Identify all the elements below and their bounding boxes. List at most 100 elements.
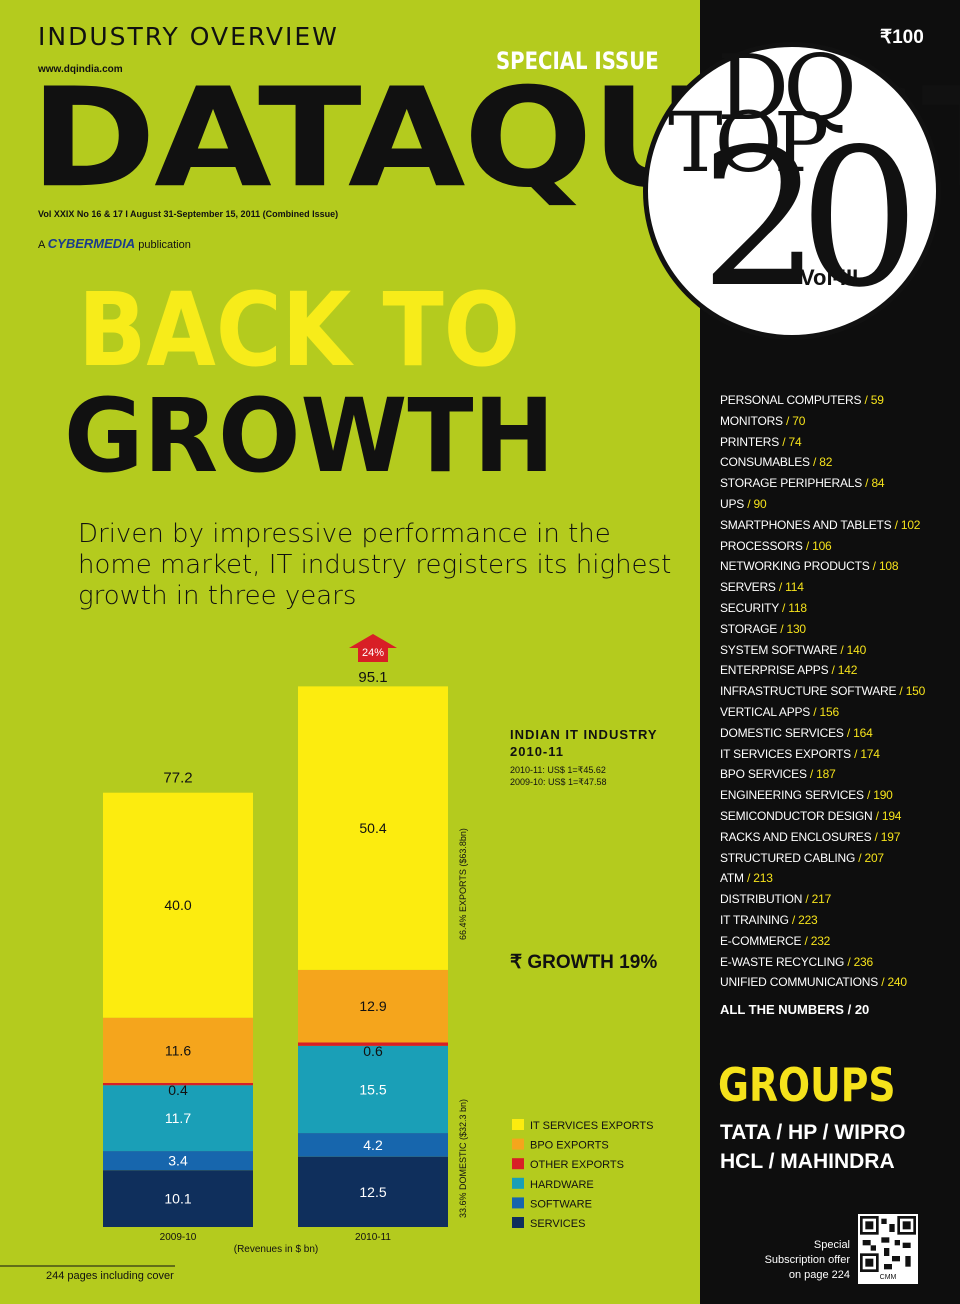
- toc-page: / 59: [864, 393, 884, 407]
- toc-item[interactable]: SEMICONDUCTOR DESIGN / 194: [720, 809, 956, 830]
- data-label: 3.4: [168, 1153, 188, 1169]
- toc-page: / 118: [782, 600, 807, 615]
- publisher-line: A CYBERMEDIA publication: [38, 236, 191, 251]
- toc-page: / 90: [747, 496, 767, 511]
- toc-item[interactable]: E-WASTE RECYCLING / 236: [720, 955, 956, 976]
- headline-line1: BACK TO: [78, 271, 521, 390]
- toc-topic: PRINTERS: [720, 434, 783, 449]
- toc-item[interactable]: ENTERPRISE APPS / 142: [720, 663, 956, 684]
- x-tick-label: 2010-11: [355, 1232, 391, 1243]
- toc-page: / 114: [778, 580, 804, 595]
- toc-page: / 240: [881, 975, 907, 990]
- data-label: 0.6: [363, 1043, 383, 1059]
- groups-line-2: HCL / MAHINDRA: [720, 1150, 895, 1173]
- toc-topic: BPO SERVICES: [720, 767, 810, 782]
- headline-line2: GROWTH: [64, 377, 555, 496]
- website-url: www.dqindia.com: [38, 64, 123, 75]
- growth-arrow-icon: [349, 634, 397, 662]
- data-label: 40.0: [164, 897, 191, 913]
- toc-item[interactable]: INFRASTRUCTURE SOFTWARE / 150: [720, 684, 956, 705]
- section-tag: INDUSTRY OVERVIEW: [38, 22, 339, 51]
- toc-topic: SYSTEM SOFTWARE: [720, 642, 841, 657]
- toc-item[interactable]: IT SERVICES EXPORTS / 174: [720, 747, 956, 768]
- toc-item[interactable]: MONITORS / 70: [720, 414, 956, 435]
- toc-item[interactable]: ATM / 213: [720, 871, 956, 892]
- legend-label: HARDWARE: [530, 1179, 594, 1191]
- toc-page: / 70: [785, 413, 806, 428]
- qr-code-icon[interactable]: [858, 1214, 918, 1274]
- toc-item[interactable]: UPS / 90: [720, 497, 956, 518]
- publisher-prefix: A: [38, 239, 45, 251]
- toc-topic: DOMESTIC SERVICES: [720, 725, 847, 740]
- toc-item[interactable]: IT TRAINING / 223: [720, 913, 956, 934]
- toc-item[interactable]: SECURITY / 118: [720, 601, 956, 622]
- toc-all-numbers[interactable]: ALL THE NUMBERS / 20: [720, 1002, 870, 1017]
- subscription-offer: Special Subscription offer on page 224: [756, 1238, 850, 1283]
- toc-page: / 223: [791, 912, 818, 927]
- toc-item[interactable]: PERSONAL COMPUTERS / 59: [720, 393, 956, 414]
- toc-item[interactable]: DOMESTIC SERVICES / 164: [720, 726, 956, 747]
- toc-item[interactable]: NETWORKING PRODUCTS / 108: [720, 559, 956, 580]
- toc-item[interactable]: PROCESSORS / 106: [720, 539, 956, 560]
- toc-topic: IT TRAINING: [720, 912, 792, 927]
- toc-topic: ENTERPRISE APPS: [720, 663, 832, 678]
- toc-item[interactable]: SMARTPHONES AND TABLETS / 102: [720, 518, 956, 539]
- toc-item[interactable]: ENGINEERING SERVICES / 190: [720, 788, 956, 809]
- toc-item[interactable]: VERTICAL APPS / 156: [720, 705, 956, 726]
- toc-item[interactable]: UNIFIED COMMUNICATIONS / 240: [720, 975, 956, 996]
- toc-topic: CONSUMABLES: [720, 455, 813, 470]
- toc-item[interactable]: STORAGE / 130: [720, 622, 956, 643]
- badge-top: TOP: [668, 96, 829, 191]
- data-label: 10.1: [164, 1191, 191, 1207]
- legend-label: SERVICES: [530, 1218, 585, 1230]
- legend-swatch: [512, 1158, 524, 1170]
- toc-topic: VERTICAL APPS: [720, 704, 814, 719]
- toc-item[interactable]: RACKS AND ENCLOSURES / 197: [720, 830, 956, 851]
- toc-item[interactable]: STRUCTURED CABLING / 207: [720, 851, 956, 872]
- toc-item[interactable]: BPO SERVICES / 187: [720, 767, 956, 788]
- toc-item[interactable]: SERVERS / 114: [720, 580, 956, 601]
- bar-segment: [298, 1133, 448, 1157]
- stacked-bar-chart: 10.1 3.4 11.7 0.4 11.6 40.0 77.2 2009-10 12.5 4.2…: [0, 634, 654, 1267]
- bar-segment: [298, 1045, 448, 1134]
- total-label: 95.1: [358, 669, 387, 686]
- toc-topic: ATM: [720, 871, 747, 886]
- toc-item[interactable]: E-COMMERCE / 232: [720, 934, 956, 955]
- legend-swatch: [512, 1217, 524, 1228]
- table-of-contents: PERSONAL COMPUTERS / 59 MONITORS / 70 PRIN…: [720, 393, 956, 996]
- toc-page: / 82: [812, 455, 833, 470]
- toc-topic: ENGINEERING SERVICES: [720, 788, 867, 803]
- toc-page: / 130: [780, 621, 806, 636]
- toc-item[interactable]: CONSUMABLES / 82: [720, 455, 956, 476]
- issue-info: Vol XXIX No 16 & 17 I August 31-Septembe…: [38, 209, 339, 219]
- rate-line: 2010-11: US$ 1=₹45.62: [510, 765, 606, 775]
- toc-item[interactable]: STORAGE PERIPHERALS / 84: [720, 476, 956, 497]
- toc-page: / 164: [846, 725, 873, 740]
- toc-topic: SECURITY: [720, 600, 782, 615]
- toc-page: / 150: [899, 684, 926, 699]
- special-issue-label: SPECIAL ISSUE: [496, 47, 659, 75]
- x-tick-label: 2009-10: [160, 1232, 197, 1243]
- data-label: 11.7: [165, 1110, 191, 1126]
- bar-segment: [103, 1085, 253, 1152]
- toc-topic: SMARTPHONES AND TABLETS: [720, 517, 895, 532]
- data-label: 12.9: [359, 998, 386, 1014]
- toc-page: / 106: [805, 538, 832, 553]
- qr-tag: CMM: [858, 1274, 918, 1284]
- toc-page: / 197: [874, 829, 901, 844]
- bar-segment: [103, 1170, 253, 1227]
- toc-item[interactable]: PRINTERS / 74: [720, 435, 956, 456]
- legend-label: BPO EXPORTS: [530, 1140, 609, 1152]
- toc-item[interactable]: SYSTEM SOFTWARE / 140: [720, 643, 956, 664]
- toc-topic: DISTRIBUTION: [720, 892, 806, 907]
- exchange-rates: 2010-11: US$ 1=₹45.62 2009-10: US$ 1=₹47…: [510, 764, 607, 788]
- toc-topic: UNIFIED COMMUNICATIONS: [720, 975, 882, 990]
- toc-page: / 187: [809, 767, 836, 782]
- toc-page: / 190: [866, 788, 893, 803]
- legend-swatch: [512, 1177, 524, 1189]
- data-label: 15.5: [359, 1081, 386, 1097]
- toc-page: / 194: [875, 808, 902, 823]
- toc-topic: PROCESSORS: [720, 538, 806, 553]
- toc-item[interactable]: DISTRIBUTION / 217: [720, 892, 956, 913]
- domestic-label: 33.6% DOMESTIC ($32.3 bn): [458, 1099, 468, 1218]
